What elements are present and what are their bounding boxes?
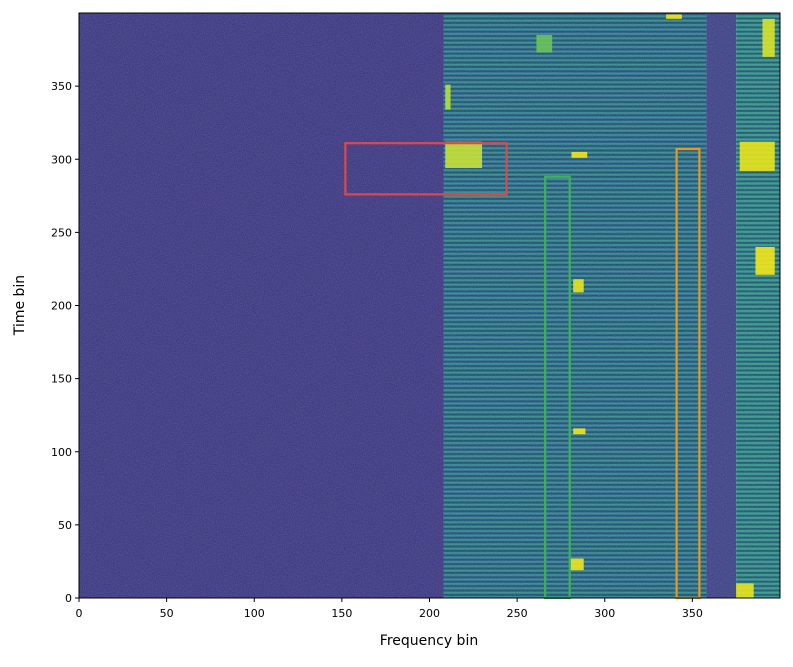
y-tick-label: 350	[51, 80, 72, 93]
y-tick-label: 0	[65, 592, 72, 605]
y-tick-label: 150	[51, 373, 72, 386]
bright-patch	[762, 18, 775, 57]
x-tick-label: 100	[244, 607, 265, 620]
overlay	[344, 14, 775, 600]
y-tick-label: 100	[51, 446, 72, 459]
plot-area	[79, 13, 780, 598]
bright-patch	[736, 583, 754, 598]
bright-patch	[445, 84, 451, 110]
bright-patch	[573, 279, 584, 293]
bright-patch	[569, 558, 584, 571]
y-tick-label: 300	[51, 153, 72, 166]
x-tick-label: 0	[76, 607, 83, 620]
y-axis-label: Time bin	[12, 275, 28, 336]
x-tick-label: 350	[682, 607, 703, 620]
y-tick-label: 200	[51, 300, 72, 313]
bright-patch	[571, 151, 588, 158]
x-axis-label: Frequency bin	[380, 633, 478, 649]
bright-patch	[666, 14, 682, 19]
bright-patch	[739, 141, 775, 171]
bright-patch	[536, 34, 553, 53]
x-tick-label: 50	[160, 607, 174, 620]
x-tick-label: 300	[594, 607, 615, 620]
x-tick-label: 250	[507, 607, 528, 620]
y-tick-label: 50	[58, 519, 72, 532]
bright-patch	[573, 428, 586, 435]
x-tick-label: 150	[331, 607, 352, 620]
x-tick-label: 200	[419, 607, 440, 620]
annotation-box	[344, 142, 508, 196]
bright-patch	[755, 247, 775, 275]
noise-overlay	[79, 13, 780, 598]
noise	[79, 13, 780, 598]
y-tick-label: 250	[51, 226, 72, 239]
bright-patch	[445, 141, 483, 169]
